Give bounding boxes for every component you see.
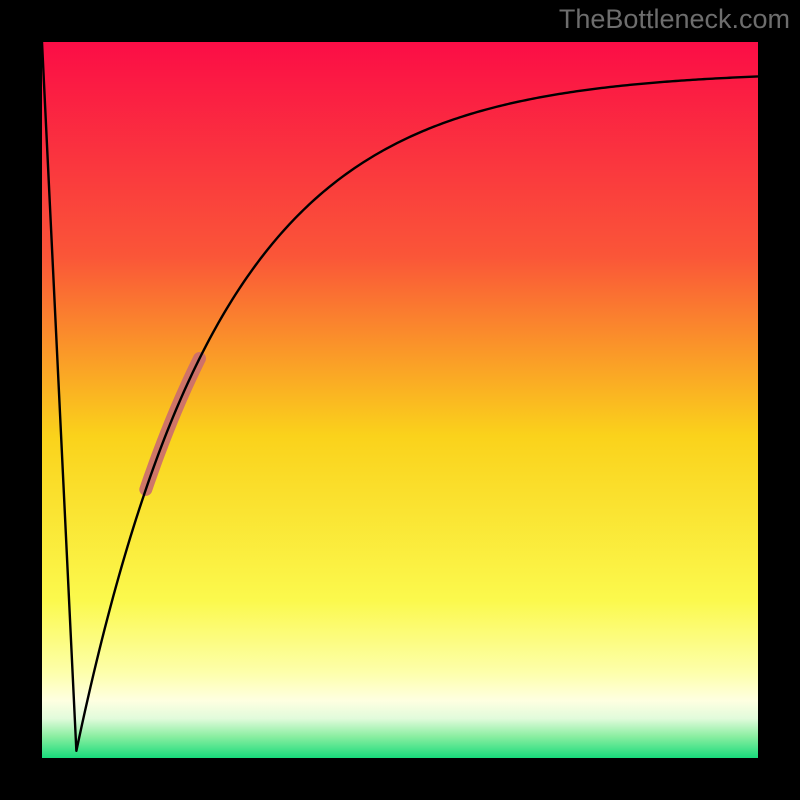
bottleneck-curve-chart [0,0,800,800]
chart-root: TheBottleneck.com [0,0,800,800]
plot-background [42,42,758,758]
